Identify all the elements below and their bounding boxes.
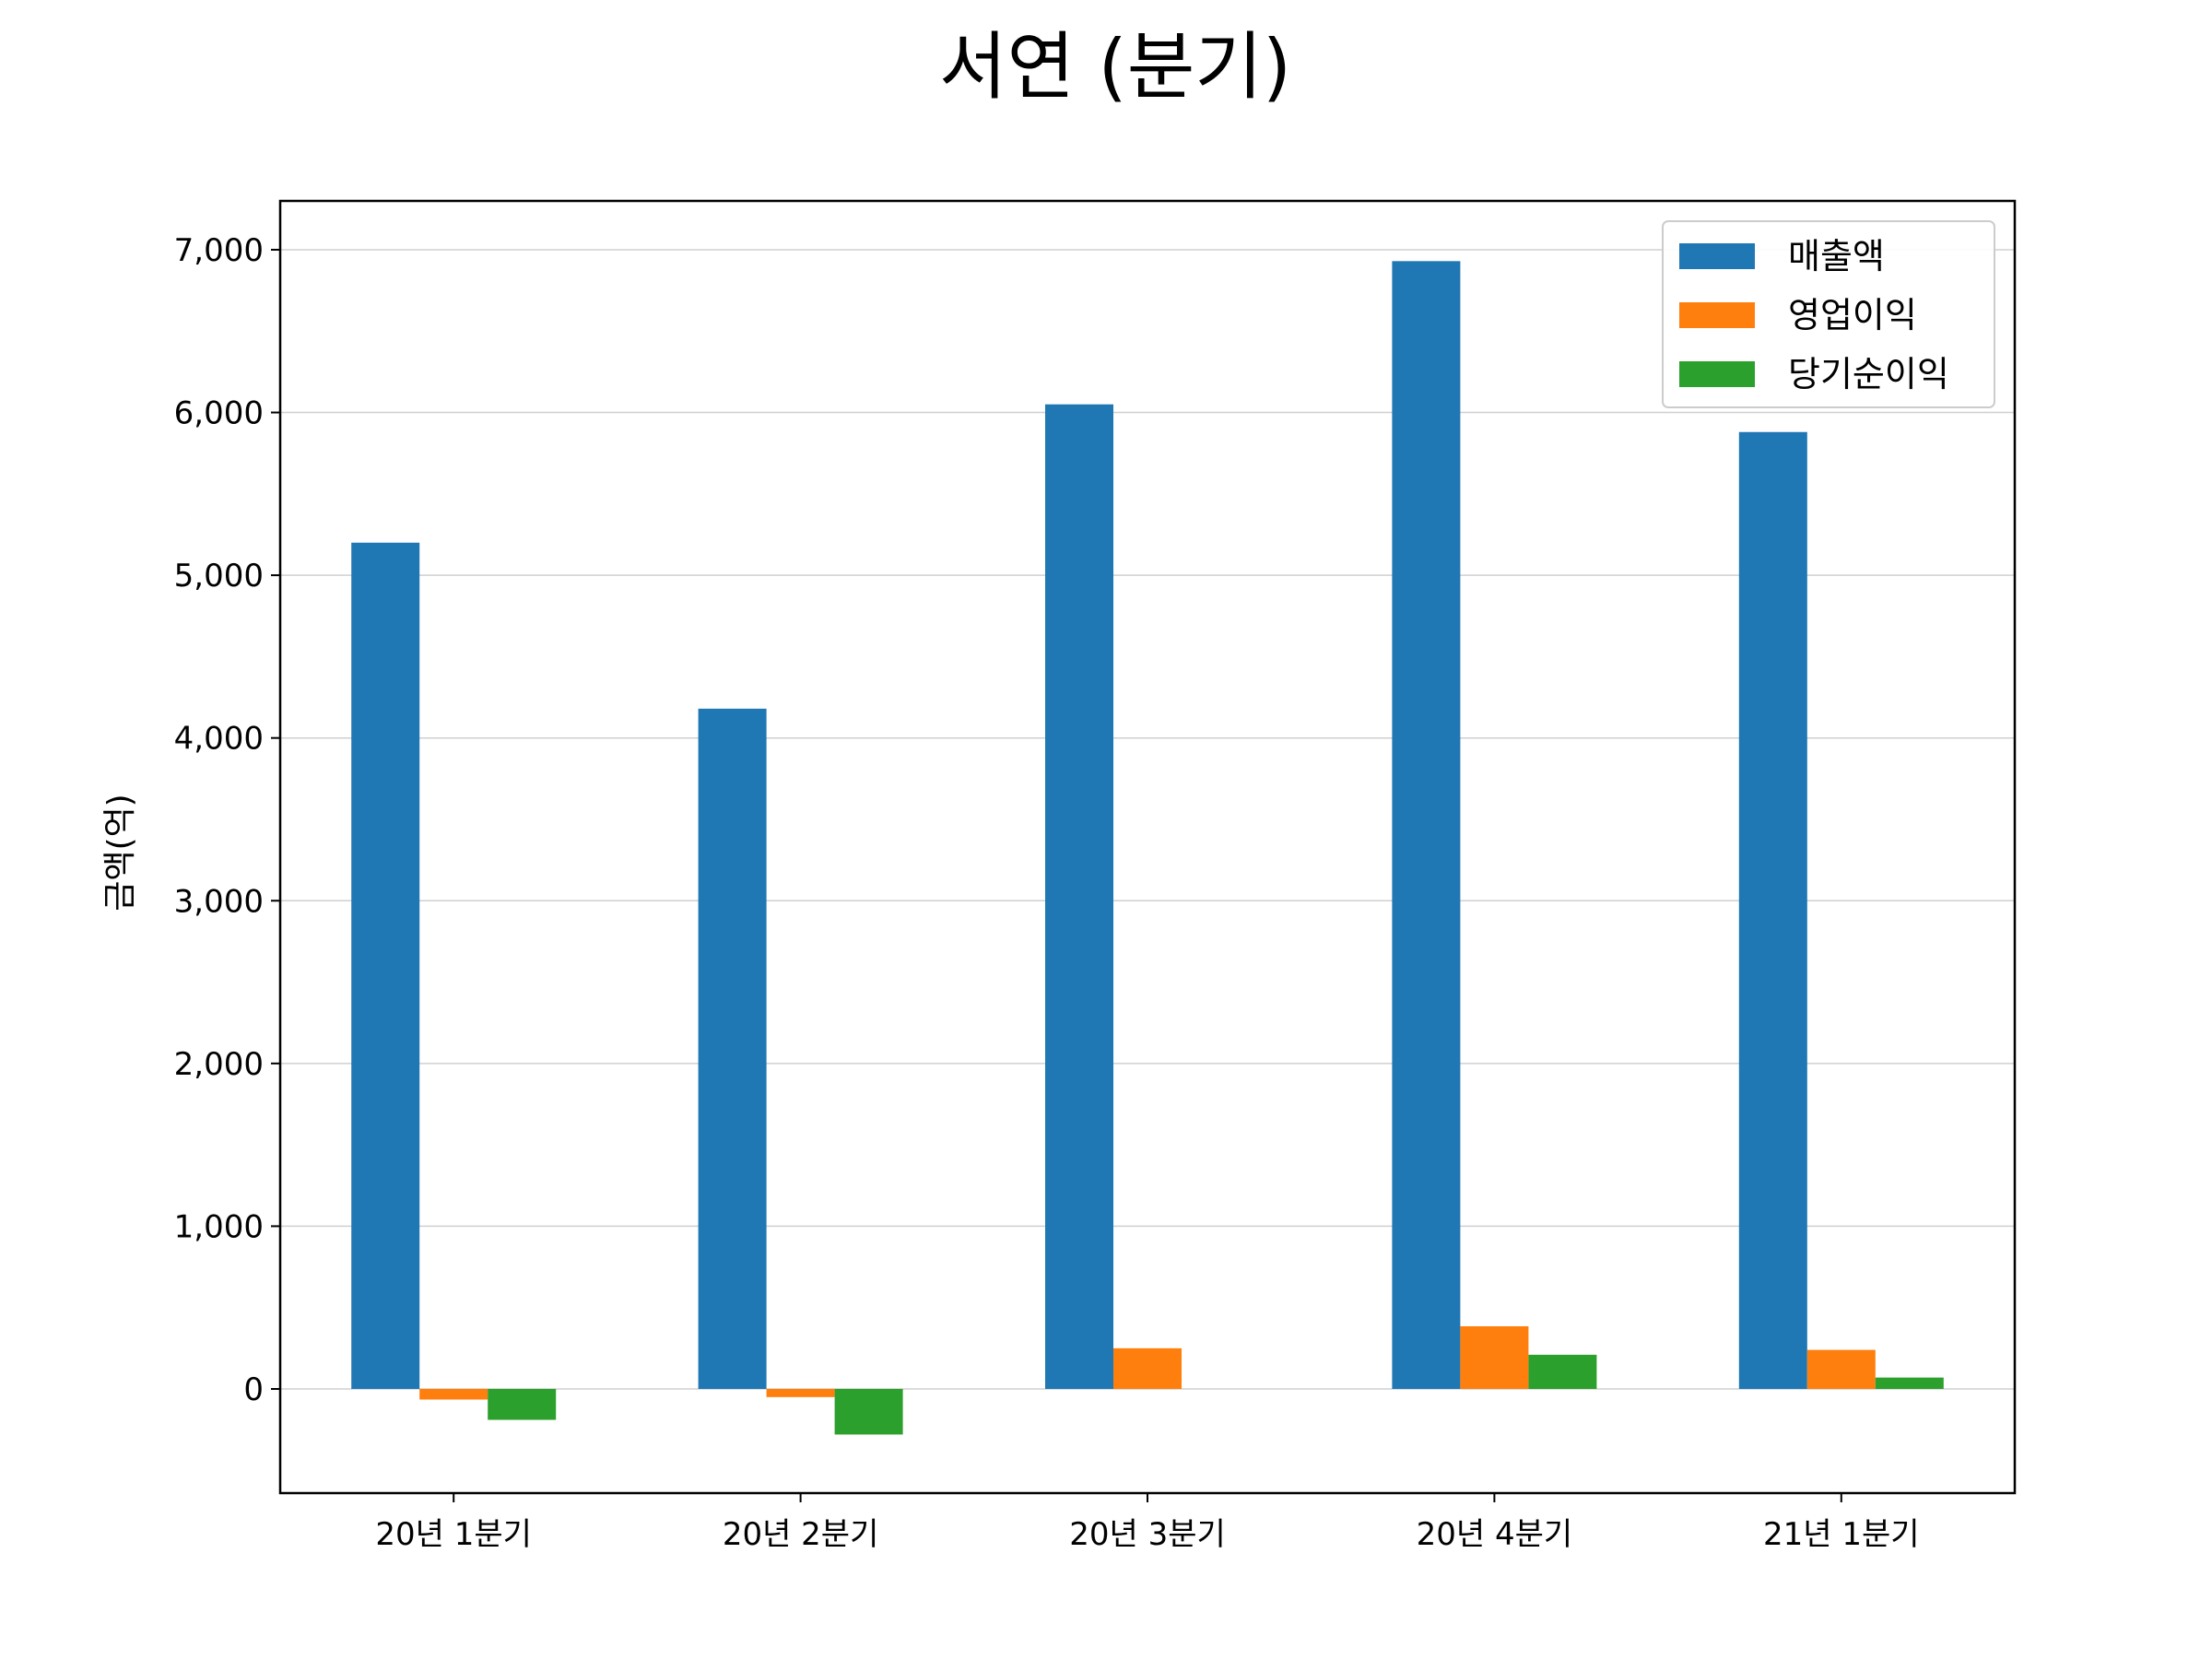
plot-frame — [278, 199, 2017, 1495]
grid-lines — [280, 249, 2015, 1390]
y-tick-label: 5,000 — [174, 558, 264, 594]
y-tick-label: 6,000 — [174, 395, 264, 432]
legend-label-2: 영업이익 — [1788, 295, 1917, 335]
axis-ticks: 0 1,000 2,000 3,000 4,000 5,000 6,000 7,000 20년 … — [174, 232, 1920, 1553]
y-tick-label: 3,000 — [174, 883, 264, 920]
y-tick-label: 0 — [243, 1371, 264, 1408]
bar-3-5 — [1875, 1377, 1944, 1389]
bars — [351, 261, 1944, 1435]
bar-1-5 — [1738, 431, 1807, 1389]
legend-label-1: 매출액 — [1788, 236, 1885, 276]
legend-swatch-3 — [1679, 361, 1755, 387]
x-tick-label: 21년 1분기 — [1763, 1516, 1920, 1553]
bar-2-2 — [766, 1388, 835, 1397]
x-tick-label: 20년 3분기 — [1069, 1516, 1226, 1553]
bar-2-3 — [1113, 1347, 1182, 1389]
y-tick-label: 7,000 — [174, 232, 264, 269]
y-tick-label: 1,000 — [174, 1208, 264, 1245]
bar-2-1 — [419, 1388, 488, 1400]
bar-2-4 — [1460, 1326, 1529, 1389]
x-tick-label: 20년 2분기 — [723, 1516, 879, 1553]
bar-3-1 — [488, 1388, 557, 1420]
bar-1-3 — [1045, 404, 1113, 1389]
legend-swatch-2 — [1679, 302, 1755, 328]
bar-3-2 — [834, 1388, 903, 1435]
y-axis-label: 금액(억) — [101, 794, 139, 911]
x-tick-label: 20년 1분기 — [375, 1516, 532, 1553]
legend-swatch-1 — [1679, 243, 1755, 269]
bar-1-4 — [1392, 261, 1461, 1389]
y-tick-label: 2,000 — [174, 1046, 264, 1083]
x-tick-label: 20년 4분기 — [1417, 1516, 1573, 1553]
bar-2-5 — [1806, 1349, 1876, 1389]
bar-1-2 — [698, 708, 767, 1389]
bar-3-4 — [1528, 1354, 1597, 1389]
bar-1-1 — [351, 542, 420, 1389]
y-tick-label: 4,000 — [174, 721, 264, 758]
legend-label-3: 당기순이익 — [1788, 354, 1949, 394]
chart-title: 서연 (분기) — [939, 24, 1291, 110]
